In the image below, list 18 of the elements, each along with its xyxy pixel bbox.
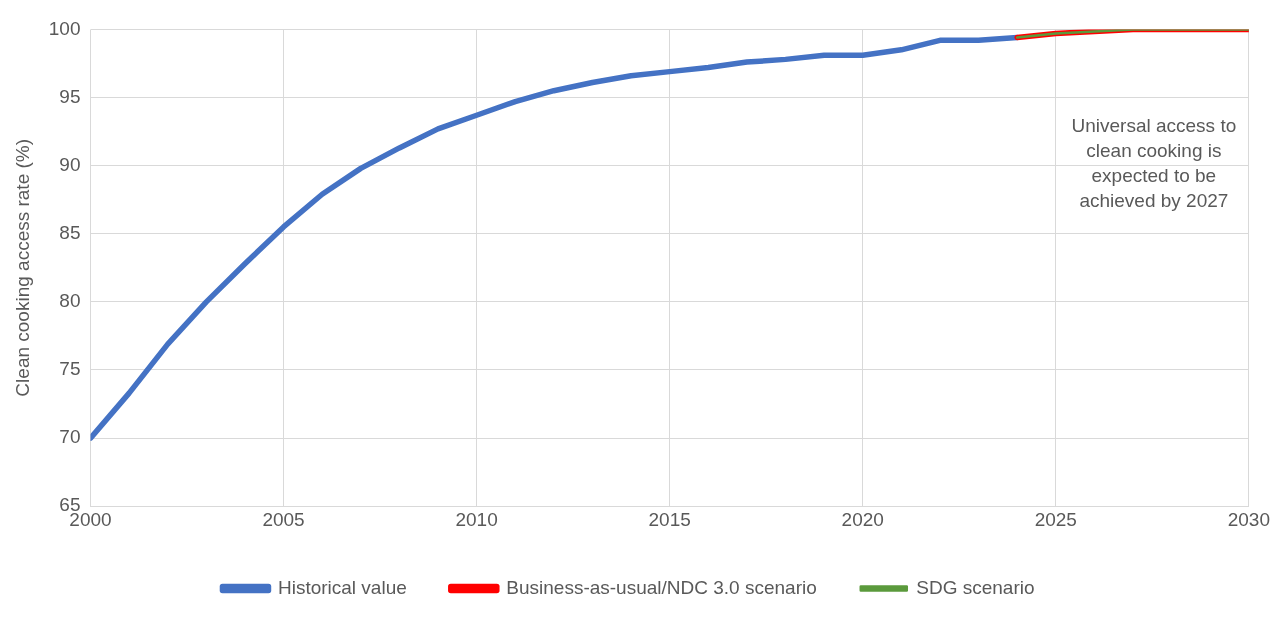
- y-tick-label: 90: [59, 153, 81, 175]
- y-tick-label: 95: [59, 85, 81, 107]
- x-tick-label: 2020: [841, 508, 884, 530]
- annotation: Universal access to clean cooking is expected to be achieved by 2027: [1071, 115, 1237, 212]
- legend-label: Business-as-usual/NDC 3.0 scenario: [506, 576, 817, 598]
- y-tick-label: 70: [59, 426, 81, 448]
- y-tick-label: 75: [59, 358, 81, 380]
- x-tick-label: 2005: [262, 508, 305, 530]
- y-tick-label: 100: [48, 17, 81, 39]
- x-tick-label: 2015: [648, 508, 691, 530]
- y-tick-label: 85: [59, 221, 81, 243]
- y-tick-label: 80: [59, 290, 81, 312]
- legend-label: SDG scenario: [916, 576, 1035, 598]
- y-axis-title: Clean cooking access rate (%): [11, 138, 33, 397]
- x-tick-label: 2030: [1227, 508, 1271, 530]
- x-tick-label: 2025: [1034, 508, 1077, 530]
- legend-label: Historical value: [277, 576, 407, 598]
- x-tick-label: 2010: [455, 508, 498, 530]
